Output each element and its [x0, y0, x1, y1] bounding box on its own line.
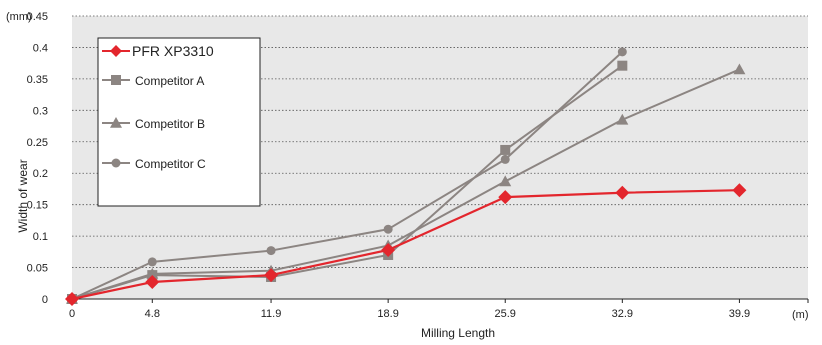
series-line — [71, 51, 624, 300]
y-tick-label: 0.2 — [33, 168, 48, 180]
legend-swatch-marker — [111, 75, 121, 85]
x-tick-label: 11.9 — [261, 308, 282, 320]
legend-item: Competitor C — [102, 157, 206, 171]
y-tick-label: 0 — [42, 294, 48, 306]
legend-label: Competitor A — [135, 74, 204, 88]
data-point — [615, 185, 630, 200]
legend-item: PFR XP3310 — [102, 43, 214, 59]
x-axis-label: Milling Length — [421, 326, 495, 340]
y-tick-labels: 0 0.05 0.1 0.15 0.2 0.25 0.3 0.35 0.4 0.45 — [27, 11, 48, 306]
series-pfr-xp3310 — [65, 183, 747, 306]
legend-swatch-marker — [110, 45, 122, 57]
data-point — [500, 144, 511, 155]
data-point — [617, 60, 628, 71]
data-point — [733, 63, 746, 75]
series-group — [65, 47, 747, 306]
y-tick-label: 0.35 — [27, 74, 48, 86]
x-tick-label: 32.9 — [612, 308, 633, 320]
data-point — [498, 190, 513, 205]
data-point — [616, 113, 629, 125]
y-tick-label: 0.25 — [27, 137, 48, 149]
series-line — [71, 64, 623, 300]
x-tick-label: 4.8 — [145, 308, 160, 320]
x-tick-label: 18.9 — [377, 308, 398, 320]
data-point — [383, 224, 393, 234]
y-tick-label: 0.45 — [27, 11, 48, 23]
legend-swatch-marker — [110, 117, 122, 128]
x-tick-label: 0 — [69, 308, 75, 320]
legend: PFR XP3310 Competitor A Competitor B Compet… — [97, 37, 261, 207]
x-tick-label: 25.9 — [495, 308, 516, 320]
legend-label: PFR XP3310 — [132, 43, 214, 59]
legend-swatch-marker — [111, 158, 121, 168]
data-point — [617, 47, 627, 57]
data-point — [732, 183, 747, 198]
y-tick-label: 0.3 — [33, 105, 48, 117]
y-axis-label: Width of wear — [16, 159, 30, 232]
data-point — [65, 292, 79, 306]
x-unit-label: (m) — [792, 309, 809, 321]
y-tick-label: 0.05 — [27, 263, 48, 275]
x-tick-labels: 0 4.8 11.9 18.9 25.9 32.9 39.9 — [69, 299, 809, 320]
legend-label: Competitor B — [135, 117, 205, 131]
y-tick-label: 0.15 — [27, 200, 48, 212]
y-tick-label: 0.1 — [33, 231, 48, 243]
data-point — [266, 246, 276, 256]
data-point — [500, 154, 510, 164]
legend-label: Competitor C — [135, 157, 206, 171]
data-point — [264, 268, 279, 283]
data-point — [145, 275, 160, 290]
legend-item: Competitor A — [102, 74, 204, 88]
x-tick-label: 39.9 — [729, 308, 750, 320]
y-tick-label: 0.4 — [33, 42, 48, 54]
data-point — [147, 257, 157, 267]
y-unit-label: (mm) — [6, 11, 32, 23]
legend-item: Competitor B — [102, 117, 205, 131]
data-point — [499, 175, 512, 187]
data-point — [381, 242, 396, 257]
